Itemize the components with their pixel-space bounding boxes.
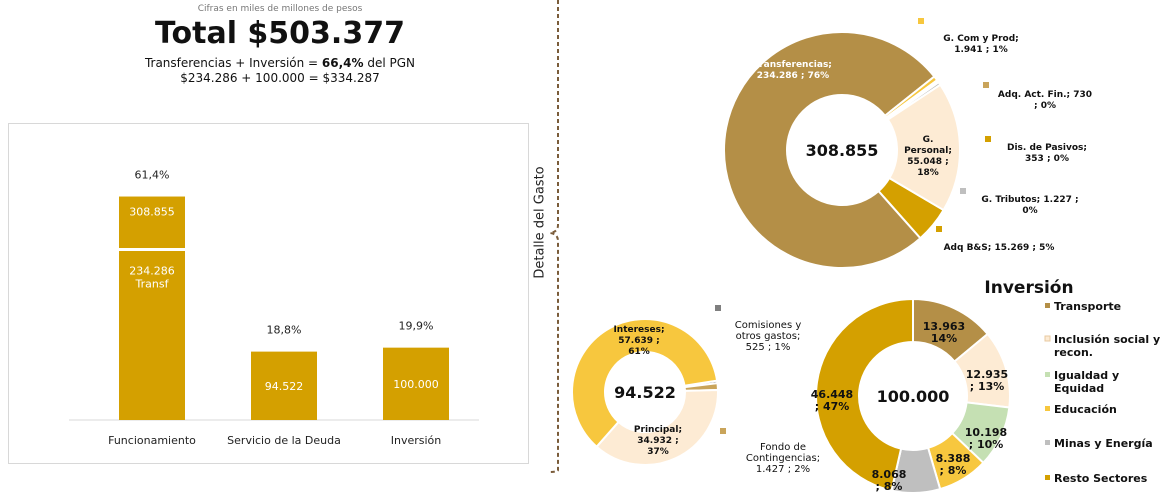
bar-chart-panel: 61,4% Funcionamiento 308.855 234.286 Transf 1… [8, 123, 529, 464]
inner-segment-label: 234.286 [129, 264, 175, 277]
inversion-legend-item-2-line-1: Equidad [1054, 382, 1104, 395]
donut-3-label-4-line-1: ; 8% [876, 480, 903, 493]
donut-1-label-0-line-0: Transferencias; [754, 60, 832, 70]
bar-category-label-0: Funcionamiento [108, 434, 196, 447]
donut-1-legend-swatch-6 [936, 226, 942, 232]
inversion-legend-swatch-3 [1045, 406, 1050, 411]
donut-2-label-2-line-2: 37% [647, 447, 669, 457]
equation-line-1: Transferencias + Inversión = 66,4% del P… [100, 56, 460, 70]
donut-2-slice-2 [595, 388, 719, 466]
donut-3-label-3-line-0: 8.388 [936, 452, 971, 465]
bar-pct-label-0: 61,4% [135, 169, 170, 182]
equation-percent: 66,4% [321, 56, 364, 70]
bar-pct-label-2: 19,9% [399, 320, 434, 333]
donut-1-slice-0 [723, 31, 936, 269]
inversion-title: Inversión [984, 278, 1073, 298]
donut-1-label-5-line-1: 0% [1022, 206, 1037, 216]
donut-2-label-0-line-2: 525 ; 1% [746, 342, 791, 353]
bar-2 [383, 347, 449, 420]
total-title: Total $503.377 [155, 16, 405, 51]
donut-3-slice-5 [815, 297, 914, 492]
inversion-legend-item-1-line-0: Inclusión social y [1054, 333, 1160, 346]
donut-3-label-0-line-1: 14% [931, 332, 957, 345]
donut-2-slice-3 [571, 318, 719, 449]
donut-3-label-1-line-1: ; 13% [970, 380, 1005, 393]
donut-1-label-4-line-0: G. [923, 135, 934, 145]
inversion-legend-item-2-line-0: Igualdad y [1054, 369, 1119, 382]
inversion-legend-item-5-line-0: Resto Sectores [1054, 472, 1148, 485]
inner-segment-sublabel: Transf [135, 277, 170, 290]
chart-subtitle: Cifras en miles de millones de pesos [197, 4, 363, 14]
donut-1-slice-4 [886, 83, 961, 212]
donut-1-label-5-line-0: G. Tributos; 1.227 ; [981, 195, 1078, 205]
bar-0 [119, 196, 185, 420]
bar-pct-label-1: 18,8% [267, 324, 302, 337]
donut-2-label-2-line-1: 34.932 ; [637, 436, 678, 446]
donut-1-center-label: 308.855 [806, 141, 879, 160]
donut-1-label-6-line-0: Adq B&S; 15.269 ; 5% [944, 243, 1055, 253]
donut-2-label-3-line-0: Intereses; [613, 325, 664, 335]
donut-2-center-label: 94.522 [614, 383, 676, 402]
donut-3-label-0-line-0: 13.963 [923, 320, 965, 333]
donut-1-label-1-line-0: G. Com y Prod; [943, 34, 1019, 44]
donut-1-label-2-line-1: ; 0% [1034, 101, 1056, 111]
equation-text-b: del PGN [363, 56, 416, 70]
donut-2-legend-swatch-0 [715, 305, 721, 311]
donut-1-label-4-line-2: 55.048 ; [907, 157, 948, 167]
donut-3-label-3-line-1: ; 8% [940, 464, 967, 477]
bar-value-label-2: 100.000 [393, 378, 439, 391]
donut-2-label-0-line-0: Comisiones y [735, 320, 802, 331]
inversion-legend-swatch-5 [1045, 475, 1050, 480]
donut-1-label-0-line-1: 234.286 ; 76% [757, 71, 829, 81]
inversion-legend-swatch-4 [1045, 440, 1050, 445]
donut-2-label-3-line-2: 61% [628, 347, 650, 357]
donut-2-label-0-line-1: otros gastos; [736, 331, 801, 342]
donut-1-label-1-line-1: 1.941 ; 1% [954, 45, 1008, 55]
donut-3-label-2-line-1: ; 10% [969, 438, 1004, 451]
donut-1-legend-swatch-3 [985, 136, 991, 142]
bar-value-label-0: 308.855 [129, 206, 175, 219]
donut-1-label-3-line-0: Dis. de Pasivos; [1007, 143, 1087, 153]
inversion-legend-item-1-line-1: recon. [1054, 346, 1093, 359]
donut-2-label-1-line-1: Contingencias; [746, 453, 820, 464]
donut-3-center-label: 100.000 [877, 387, 950, 406]
donut-3-label-5-line-0: 46.448 [811, 388, 853, 401]
bar-category-label-1: Servicio de la Deuda [227, 434, 341, 447]
donut-1-legend-swatch-1 [918, 18, 924, 24]
inversion-legend-swatch-0 [1045, 303, 1050, 308]
donut-3-label-1-line-0: 12.935 [966, 368, 1008, 381]
donut-1-label-4-line-1: Personal; [904, 146, 952, 156]
equation-line-2: $234.286 + 100.000 = $334.287 [180, 71, 380, 85]
donut-1-label-3-line-1: 353 ; 0% [1025, 154, 1069, 164]
bar-1 [251, 351, 317, 420]
bar-category-label-2: Inversión [391, 434, 442, 447]
donut-3-label-2-line-0: 10.198 [965, 426, 1007, 439]
donut-2-label-1-line-0: Fondo de [760, 442, 806, 453]
bar-value-label-1: 94.522 [265, 380, 304, 393]
donut-1-label-4-line-3: 18% [917, 168, 939, 178]
donut-2-label-1-line-2: 1.427 ; 2% [756, 464, 810, 475]
donut-1-legend-swatch-5 [960, 188, 966, 194]
inversion-legend-item-3-line-0: Educación [1054, 403, 1117, 416]
donut-3-label-4-line-0: 8.068 [872, 468, 907, 481]
inversion-legend-swatch-1 [1044, 335, 1051, 342]
donut-3-label-5-line-1: ; 47% [815, 400, 850, 413]
donut-2-label-3-line-1: 57.639 ; [618, 336, 659, 346]
inversion-legend-swatch-2 [1045, 372, 1050, 377]
donut-2-label-2-line-0: Principal; [634, 425, 682, 435]
inversion-legend-item-0-line-0: Transporte [1054, 300, 1121, 313]
donut-2-legend-swatch-1 [720, 428, 726, 434]
equation-text-a: Transferencias + Inversión = [144, 56, 322, 70]
donut-1-label-2-line-0: Adq. Act. Fin.; 730 [998, 90, 1092, 100]
donut-1-legend-swatch-2 [983, 82, 989, 88]
inversion-legend-item-4-line-0: Minas y Energía [1054, 437, 1153, 450]
